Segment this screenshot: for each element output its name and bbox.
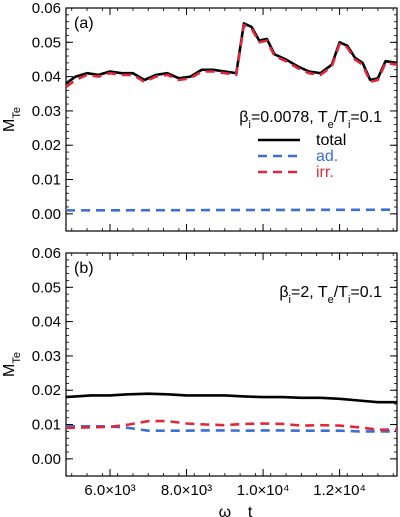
y-tick-label: 0.01 <box>32 172 61 189</box>
y-tick-label: 0.04 <box>32 314 61 331</box>
legend-label: irr. <box>316 164 334 181</box>
panel-label: (a) <box>74 15 94 32</box>
panel-b: 0.00 0.01 0.02 0.03 0.04 0.05 0.06 6.0×10³ 8.0×1… <box>1 245 398 517</box>
y-tick-label: 0.02 <box>32 137 61 154</box>
parameter-annotation: βi=2, Te/Ti=0.1 <box>279 284 382 306</box>
y-axis-label: MTe <box>1 352 23 377</box>
parameter-annotation: βi=0.0078, Te/Ti=0.1 <box>239 109 382 131</box>
panel-a: 0.00 0.01 0.02 0.03 0.04 0.05 0.06 (a) βi=0.0078… <box>1 0 398 232</box>
y-tick-label: 0.06 <box>32 245 61 262</box>
y-tick-label: 0.03 <box>32 348 61 365</box>
y-tick-label: 0.05 <box>32 279 61 296</box>
x-tick-label: 1.0×10⁴ <box>237 482 290 499</box>
panel-label: (b) <box>74 260 94 277</box>
legend-label: total <box>316 132 346 149</box>
series-line-irr <box>65 419 397 432</box>
plot-frame <box>65 252 398 477</box>
series-line-ad <box>65 208 398 212</box>
y-tick-label: 0.02 <box>32 382 61 399</box>
y-axis-label: MTe <box>1 107 23 132</box>
series-line-total <box>65 392 397 404</box>
legend-label: ad. <box>316 148 338 165</box>
series-line-ad <box>66 424 397 433</box>
x-tick-label: 8.0×10³ <box>161 482 212 499</box>
y-tick-label: 0.03 <box>32 103 61 120</box>
y-tick-label: 0.00 <box>32 451 61 468</box>
y-tick-label: 0.05 <box>32 34 61 51</box>
x-axis-label: ωpe t <box>219 504 253 517</box>
plot-frame <box>65 7 398 232</box>
y-tick-label: 0.04 <box>32 69 61 86</box>
x-tick-label: 6.0×10³ <box>84 482 135 499</box>
y-tick-label: 0.01 <box>32 417 61 434</box>
x-tick-label: 1.2×10⁴ <box>313 482 366 499</box>
y-tick-label: 0.06 <box>32 0 61 17</box>
y-tick-label: 0.00 <box>32 206 61 223</box>
series-line-irr <box>65 23 398 88</box>
